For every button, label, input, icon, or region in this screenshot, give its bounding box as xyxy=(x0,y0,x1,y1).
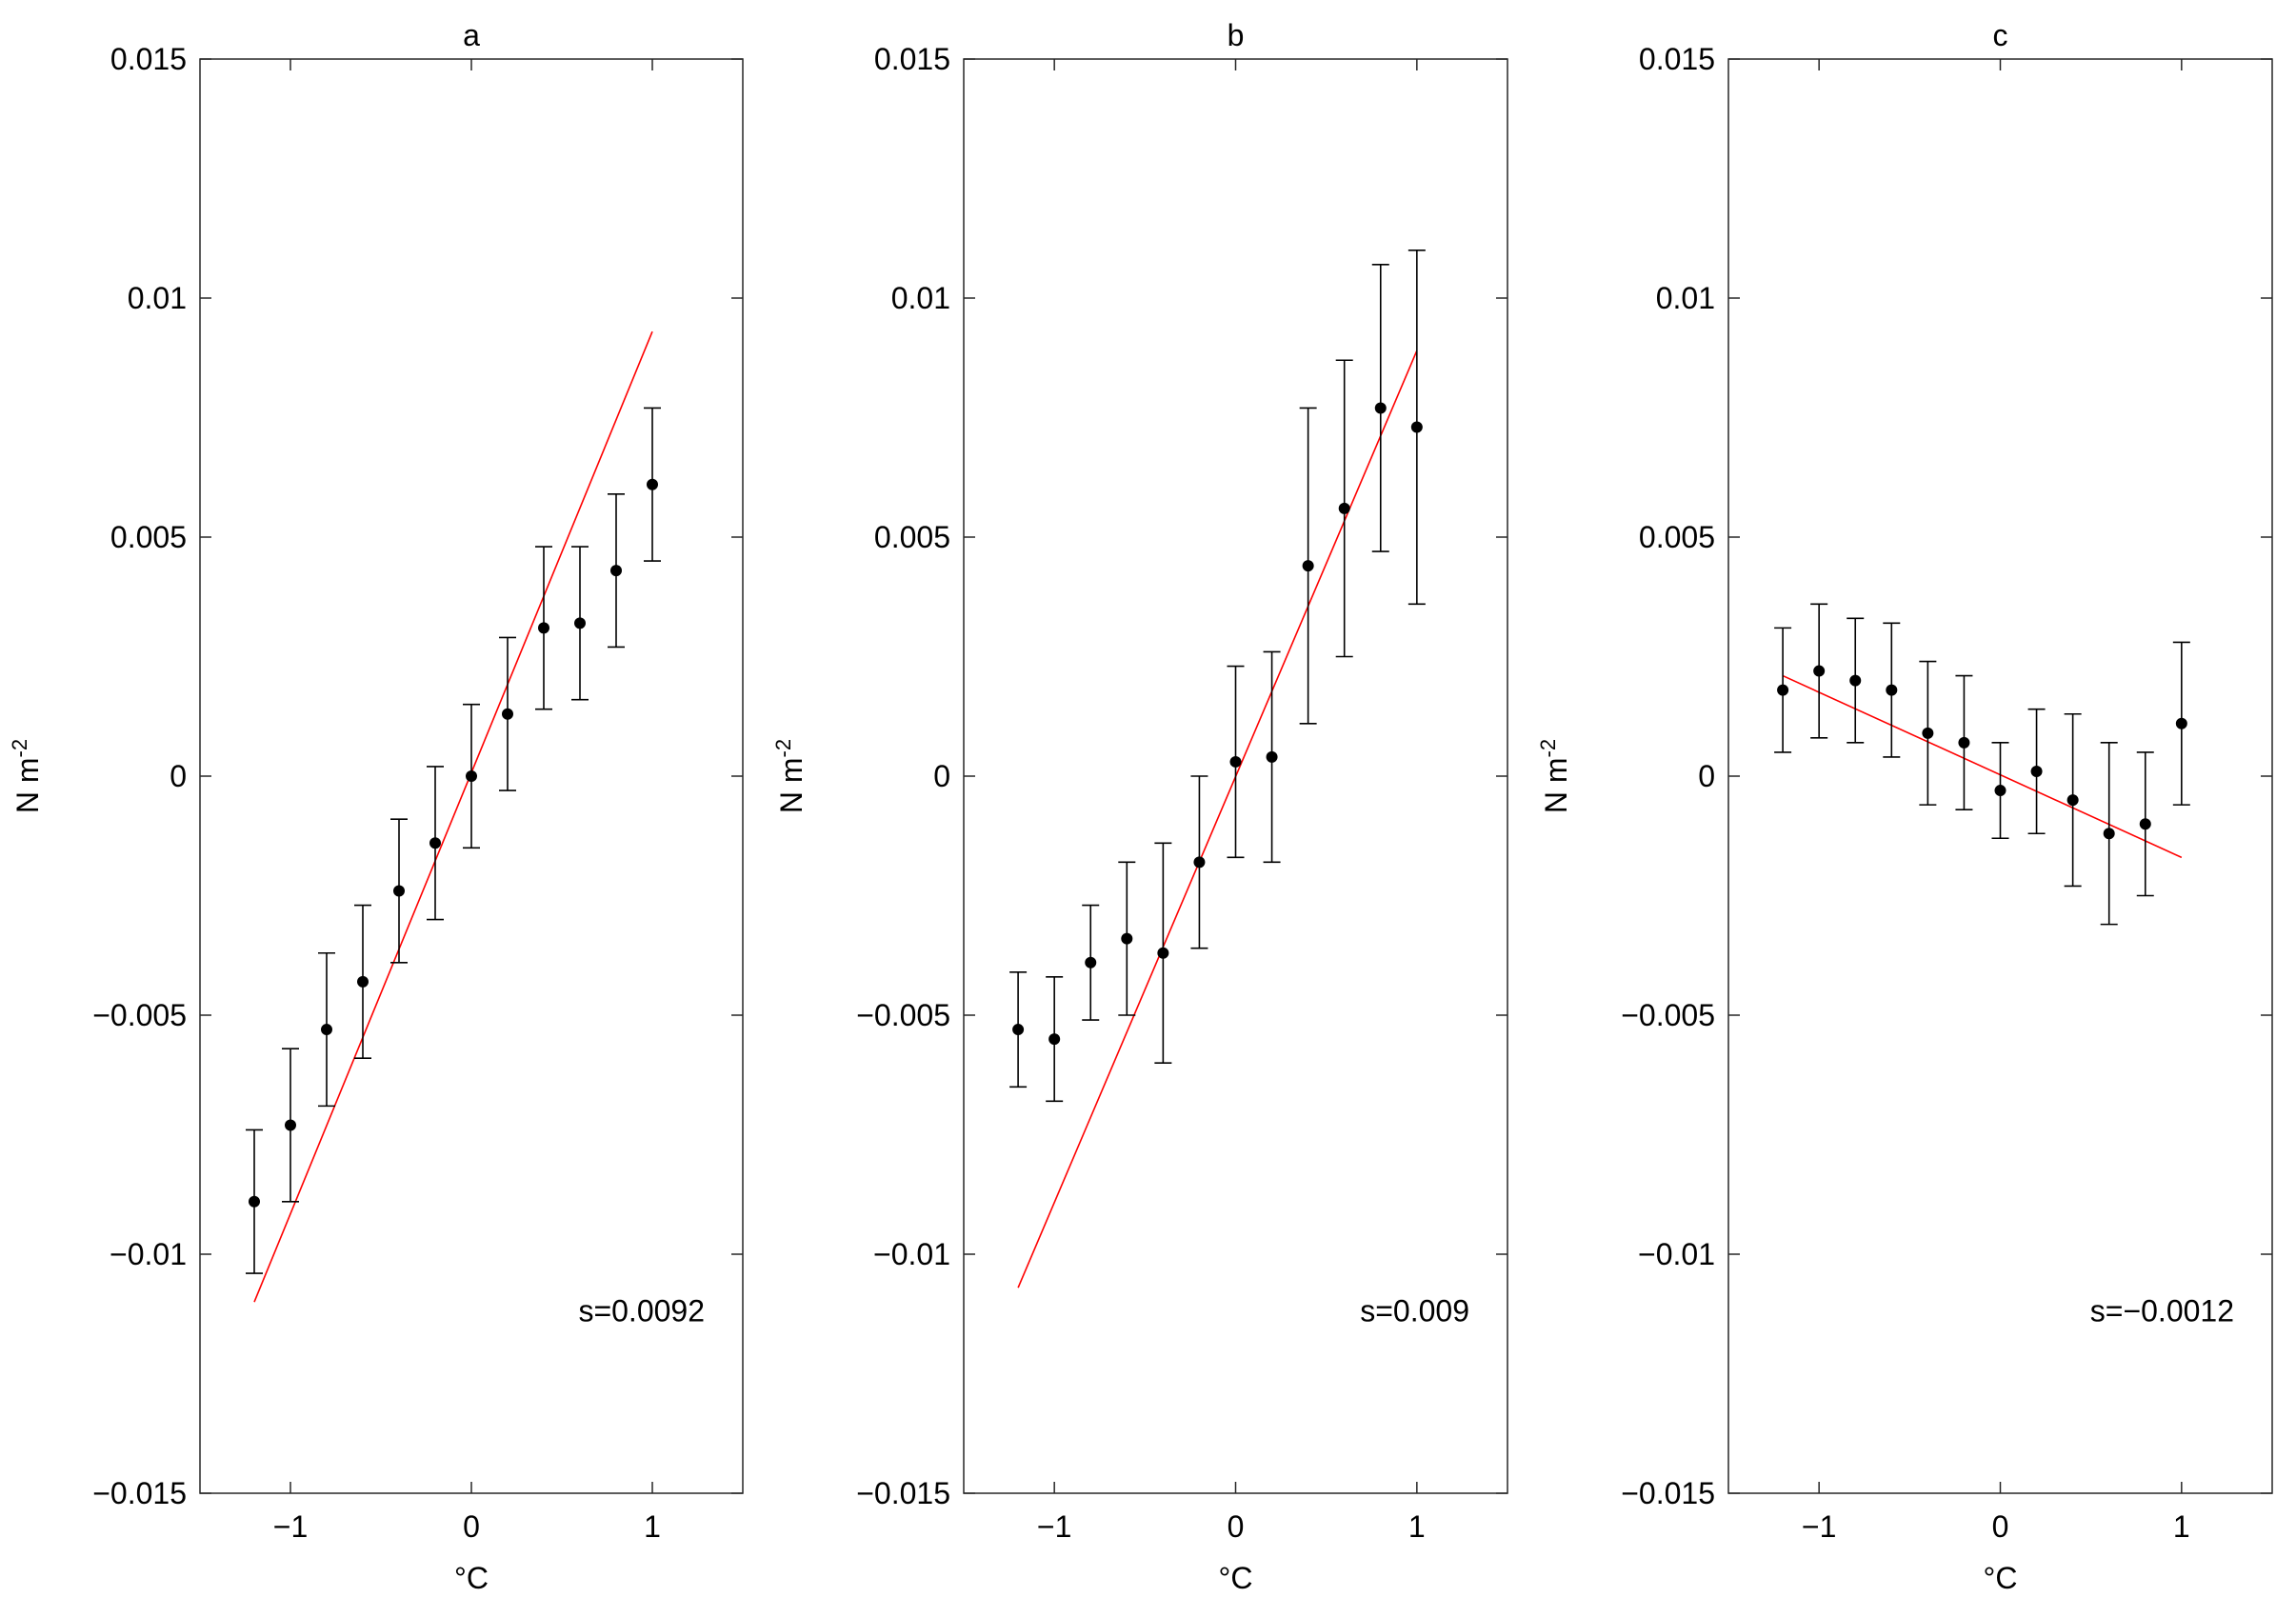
chart-2-data-point xyxy=(2103,828,2115,840)
chart-1-data-point xyxy=(1338,502,1350,514)
chart-1-data-point xyxy=(1302,560,1314,572)
chart-1-ylabel: N m-2 xyxy=(771,739,809,813)
chart-2-data-point xyxy=(1958,736,1970,749)
chart-1-xtick-label: 0 xyxy=(1228,1509,1245,1544)
chart-2-ylabel: N m-2 xyxy=(1536,739,1573,813)
chart-1-data-point xyxy=(1193,856,1206,869)
chart-0-xlabel: °C xyxy=(454,1561,489,1595)
chart-1-ytick-label: 0.01 xyxy=(891,281,950,315)
chart-0-data-point xyxy=(285,1119,296,1131)
chart-0-ytick-label: −0.005 xyxy=(92,998,187,1032)
chart-0-data-point xyxy=(574,617,586,629)
chart-1-xtick-label: 1 xyxy=(1408,1509,1426,1544)
chart-1-data-point xyxy=(1121,932,1133,945)
chart-0-ylabel: N m-2 xyxy=(8,739,45,813)
chart-1-slope-annotation: s=0.009 xyxy=(1360,1293,1469,1328)
chart-2-ytick-label: 0.005 xyxy=(1639,520,1715,554)
chart-0-slope-annotation: s=0.0092 xyxy=(578,1293,705,1328)
chart-0-ylabel-text: N m xyxy=(10,757,45,813)
chart-0-data-point xyxy=(357,975,369,988)
chart-2-title: c xyxy=(1993,18,2008,52)
chart-1-data-point xyxy=(1085,956,1097,969)
chart-2-data-point xyxy=(1994,785,2007,797)
chart-0-ytick-label: 0.01 xyxy=(128,281,187,315)
chart-2-slope-annotation: s=−0.0012 xyxy=(2090,1293,2234,1328)
chart-0-ylabel-superscript: -2 xyxy=(8,739,31,758)
chart-0-data-point xyxy=(647,478,658,490)
chart-0-data-point xyxy=(393,885,405,897)
chart-2-data-point xyxy=(1849,674,1862,687)
chart-2-ytick-label: −0.015 xyxy=(1621,1476,1715,1510)
chart-1-ytick-label: 0 xyxy=(933,759,950,793)
chart-2-xtick-label: −1 xyxy=(1802,1509,1836,1544)
chart-0-xtick-label: 1 xyxy=(644,1509,661,1544)
chart-1-ytick-label: −0.01 xyxy=(873,1237,950,1271)
chart-1-data-point xyxy=(1229,755,1242,768)
chart-1-title: b xyxy=(1228,18,1245,52)
chart-2-xtick-label: 0 xyxy=(1992,1509,2009,1544)
chart-0-xtick-label: 0 xyxy=(463,1509,480,1544)
chart-0-fit-line xyxy=(253,330,653,1303)
chart-1-xlabel: °C xyxy=(1219,1561,1253,1595)
chart-2-xtick-label: 1 xyxy=(2173,1509,2190,1544)
chart-2-data-point xyxy=(1886,684,1898,696)
chart-2-ytick-label: −0.005 xyxy=(1621,998,1715,1032)
chart-0-ytick-label: −0.015 xyxy=(92,1476,187,1510)
chart-0-ytick-label: 0.005 xyxy=(110,520,187,554)
chart-1-ytick-label: 0.015 xyxy=(874,42,950,76)
chart-2-data-point xyxy=(2175,717,2187,729)
chart-2-ylabel-superscript: -2 xyxy=(1536,739,1560,758)
chart-2-panel: −0.015 −0.01 −0.005 0 0.005 0.01 0.015 −1 0 1 c °C N… xyxy=(1536,18,2273,1595)
chart-0-data-point xyxy=(249,1195,260,1208)
chart-1-data-point xyxy=(1266,750,1278,763)
chart-1-ylabel-superscript: -2 xyxy=(771,739,795,758)
chart-0-data-point xyxy=(429,837,441,849)
chart-1-xtick-label: −1 xyxy=(1037,1509,1071,1544)
chart-2-ytick-label: 0 xyxy=(1698,759,1715,793)
chart-1-ytick-label: −0.015 xyxy=(856,1476,950,1510)
chart-2-data-point xyxy=(2030,765,2043,777)
chart-1-panel: −0.015 −0.01 −0.005 0 0.005 0.01 0.015 −1 0 1 b °C N… xyxy=(771,18,1508,1595)
chart-0-ytick-label: 0.015 xyxy=(110,42,187,76)
chart-1-data-point xyxy=(1157,947,1169,959)
chart-1-ylabel-text: N m xyxy=(774,757,809,813)
chart-0-data-point xyxy=(538,622,549,634)
chart-0-title: a xyxy=(463,18,480,52)
chart-2-data-point xyxy=(1813,665,1826,677)
chart-2-ytick-label: −0.01 xyxy=(1638,1237,1715,1271)
chart-2-ylabel-text: N m xyxy=(1539,757,1573,813)
chart-1-data-point xyxy=(1374,402,1387,414)
chart-1-ytick-label: 0.005 xyxy=(874,520,950,554)
chart-1-ytick-label: −0.005 xyxy=(856,998,950,1032)
chart-0-xtick-label: −1 xyxy=(273,1509,308,1544)
chart-2-data-point xyxy=(2139,818,2151,830)
chart-0-panel: −0.015 −0.01 −0.005 0 0.005 0.01 0.015 −1 0 1 a °C N… xyxy=(8,18,744,1595)
chart-1-data-point xyxy=(1012,1024,1025,1036)
chart-2-ytick-label: 0.01 xyxy=(1656,281,1715,315)
chart-0-data-point xyxy=(466,770,477,782)
chart-0-data-point xyxy=(321,1024,332,1036)
chart-0-data-point xyxy=(502,708,513,720)
chart-0-ytick-label: −0.01 xyxy=(110,1237,187,1271)
chart-1-data-point xyxy=(1410,421,1423,433)
chart-2-data-point xyxy=(1922,727,1934,739)
chart-1-fit-line xyxy=(1017,350,1418,1288)
chart-2-xlabel: °C xyxy=(1984,1561,2018,1595)
chart-2-ytick-label: 0.015 xyxy=(1639,42,1715,76)
chart-1-data-point xyxy=(1048,1033,1061,1046)
chart-2-data-point xyxy=(1777,684,1789,696)
chart-0-data-point xyxy=(610,565,622,577)
chart-2-fit-line xyxy=(1782,674,2183,859)
chart-0-ytick-label: 0 xyxy=(170,759,187,793)
chart-2-data-point xyxy=(2066,794,2079,807)
